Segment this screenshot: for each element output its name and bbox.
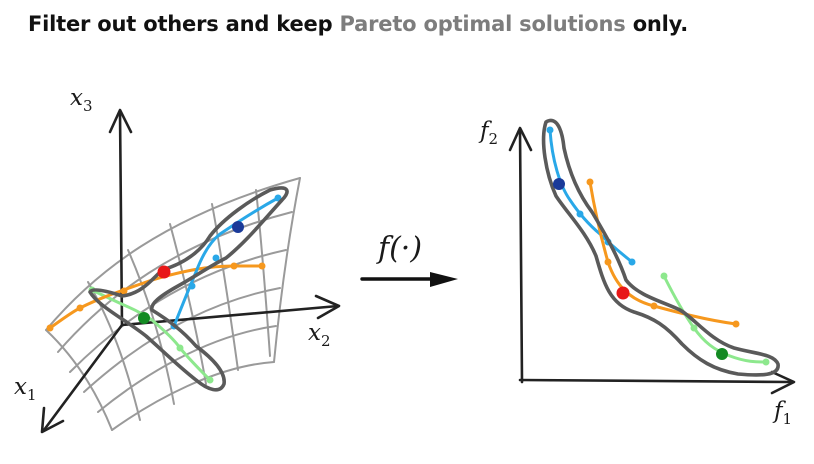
f1-arrowhead: [770, 370, 796, 395]
dark-green-point-objective: [716, 348, 728, 360]
f1-axis-label: f1: [772, 398, 792, 428]
x1-axis-label: x1: [14, 374, 37, 404]
dark-blue-point: [232, 221, 244, 233]
x2-axis-label: x2: [308, 320, 331, 350]
f2-axis: [518, 128, 524, 384]
x3-arrowhead: [108, 108, 133, 134]
mapping-arrowhead: [430, 272, 458, 287]
x2-axis: [120, 304, 340, 327]
pareto-set-outline: [88, 186, 289, 392]
dark-green-point: [138, 312, 150, 324]
blue-objective-curve: [546, 126, 636, 266]
surface-grid: [45, 177, 301, 431]
x3-axis-label: x3: [70, 85, 93, 115]
green-objective-curve: [660, 272, 770, 366]
dark-blue-point-objective: [553, 178, 565, 190]
blue-solution-curve: [170, 194, 282, 330]
title-suffix: only.: [625, 12, 689, 36]
mapping-label: f(·): [376, 231, 422, 266]
orange-objective-curve: [586, 178, 740, 328]
objective-space: f2 f1: [478, 118, 796, 428]
f2-arrowhead: [508, 126, 533, 152]
x1-axis: [42, 323, 124, 432]
red-point: [157, 265, 171, 279]
f2-axis-label: f2: [478, 118, 498, 148]
right-axes: [508, 126, 796, 395]
title-highlight: Pareto optimal solutions: [339, 12, 626, 36]
red-point-objective: [616, 286, 630, 300]
decision-space: x3 x2 x1: [14, 85, 341, 434]
title-prefix: Filter out others and keep: [28, 12, 340, 36]
green-solution-curve: [88, 286, 214, 384]
pareto-front-outline: [541, 118, 780, 377]
x2-arrowhead: [314, 294, 341, 320]
mapping-function: f(·): [360, 231, 458, 287]
slide-title: Filter out others and keep Pareto optima…: [28, 12, 688, 36]
left-axes: [40, 108, 341, 434]
x1-arrowhead: [40, 406, 65, 434]
f1-axis: [518, 378, 794, 384]
